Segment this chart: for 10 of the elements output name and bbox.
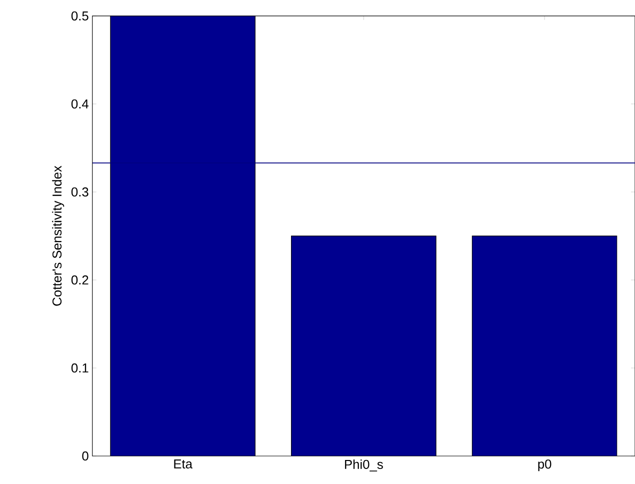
y-tick-label: 0.5 [71,11,88,21]
y-tick-label: 0.4 [71,99,88,109]
y-tick-label: 0.1 [71,363,88,373]
x-tick-label: Phi0_s [345,460,383,472]
x-tick-label: p0 [538,460,552,472]
y-axis-title: Cotter's Sensitivity Index [52,166,64,306]
y-tick-label: 0.3 [71,187,88,197]
y-tick-label: 0 [82,451,88,461]
y-tick-label: 0.2 [71,275,88,285]
x-tick-label: Eta [174,460,192,469]
